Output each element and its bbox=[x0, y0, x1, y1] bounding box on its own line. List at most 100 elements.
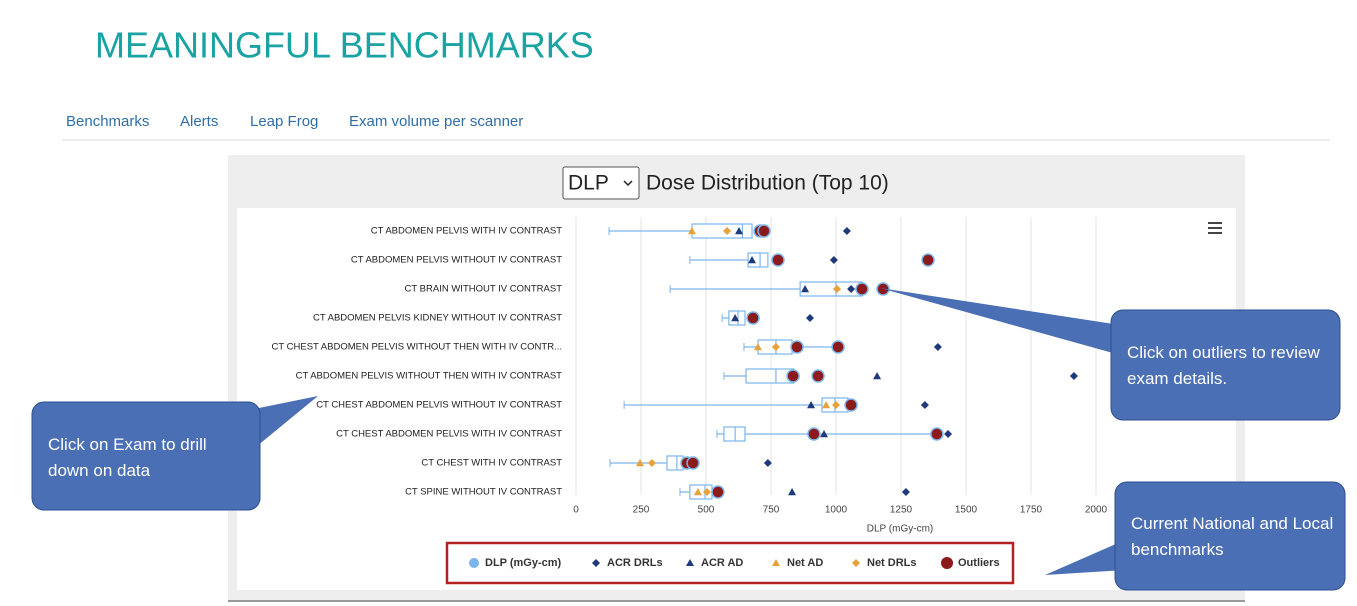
callout-text: Click on Exam to drill down on data bbox=[48, 435, 207, 480]
dropdown-value[interactable]: DLP bbox=[568, 172, 609, 195]
legend-symbol bbox=[469, 558, 479, 568]
marker bbox=[731, 314, 740, 322]
legend-box bbox=[445, 541, 1015, 585]
menu-icon[interactable] bbox=[1208, 222, 1222, 234]
marker bbox=[771, 343, 780, 351]
marker bbox=[944, 430, 953, 438]
legend-symbol bbox=[852, 559, 860, 567]
marker bbox=[763, 459, 772, 467]
category-label[interactable]: CT CHEST ABDOMEN PELVIS WITH IV CONTRAST bbox=[336, 429, 562, 440]
box bbox=[747, 252, 769, 268]
category-label[interactable]: CT SPINE WITHOUT IV CONTRAST bbox=[405, 487, 562, 498]
outlier[interactable] bbox=[844, 398, 858, 412]
outlier[interactable] bbox=[921, 253, 935, 267]
marker bbox=[833, 285, 842, 293]
callout-text: Current National and Local benchmarks bbox=[1131, 514, 1334, 559]
category-label[interactable]: CT CHEST WITH IV CONTRAST bbox=[421, 458, 562, 469]
category-label[interactable]: CT ABDOMEN PELVIS WITHOUT IV CONTRAST bbox=[351, 255, 562, 266]
callout-box bbox=[1110, 309, 1341, 421]
legend-symbol bbox=[686, 559, 694, 566]
callout-left bbox=[31, 396, 318, 511]
x-tick-label: 500 bbox=[698, 505, 715, 516]
outlier[interactable] bbox=[831, 340, 845, 354]
marker bbox=[801, 285, 810, 293]
outlier[interactable] bbox=[746, 311, 760, 325]
category-label[interactable]: CT CHEST ABDOMEN PELVIS WITHOUT IV CONTR… bbox=[316, 400, 562, 411]
callout-pointer bbox=[1045, 540, 1125, 575]
x-tick-label: 2000 bbox=[1085, 505, 1108, 516]
box bbox=[691, 223, 753, 239]
outlier[interactable] bbox=[786, 369, 800, 383]
marker bbox=[842, 227, 851, 235]
plot-area bbox=[237, 208, 1236, 590]
tab[interactable]: Leap Frog bbox=[250, 113, 318, 130]
menu-bar[interactable] bbox=[1208, 232, 1222, 234]
marker bbox=[847, 285, 856, 293]
outlier[interactable] bbox=[771, 253, 785, 267]
outlier[interactable] bbox=[807, 427, 821, 441]
legend-label[interactable]: Net AD bbox=[787, 557, 823, 569]
x-tick-label: 250 bbox=[633, 505, 650, 516]
category-label[interactable]: CT CHEST ABDOMEN PELVIS WITHOUT THEN WIT… bbox=[272, 342, 562, 353]
x-tick-label: 1750 bbox=[1020, 505, 1043, 516]
tab[interactable]: Exam volume per scanner bbox=[349, 113, 523, 130]
marker bbox=[832, 401, 840, 409]
marker bbox=[703, 488, 712, 496]
marker bbox=[693, 488, 702, 496]
category-label[interactable]: CT BRAIN WITHOUT IV CONTRAST bbox=[405, 284, 563, 295]
legend-label[interactable]: ACR DRLs bbox=[607, 557, 663, 569]
dropdown[interactable] bbox=[562, 166, 640, 200]
legend-label[interactable]: Net DRLs bbox=[867, 557, 917, 569]
x-tick-label: 1500 bbox=[955, 505, 978, 516]
marker bbox=[635, 459, 644, 467]
menu-bar[interactable] bbox=[1208, 227, 1222, 229]
marker bbox=[788, 488, 797, 496]
x-tick-label: 1250 bbox=[890, 505, 913, 516]
outlier[interactable] bbox=[757, 224, 771, 238]
outlier[interactable] bbox=[876, 282, 890, 296]
marker bbox=[806, 314, 814, 322]
callout-right-bottom bbox=[1045, 481, 1346, 591]
marker bbox=[873, 372, 882, 380]
x-tick-label: 750 bbox=[763, 505, 780, 516]
marker bbox=[723, 227, 732, 235]
legend-symbol bbox=[941, 557, 953, 569]
box bbox=[723, 426, 746, 442]
marker bbox=[901, 488, 910, 496]
legend-label[interactable]: Outliers bbox=[958, 557, 1000, 569]
outlier[interactable] bbox=[811, 369, 825, 383]
outlier[interactable] bbox=[930, 427, 944, 441]
x-tick-label: 1000 bbox=[825, 505, 848, 516]
callout-text: Click on outliers to review exam details… bbox=[1127, 343, 1320, 388]
x-axis-label: DLP (mGy-cm) bbox=[867, 524, 933, 535]
category-label[interactable]: CT ABDOMEN PELVIS WITHOUT THEN WITH IV C… bbox=[296, 371, 563, 382]
chart-title: Dose Distribution (Top 10) bbox=[646, 172, 889, 195]
marker bbox=[687, 227, 696, 235]
dropdown-arrow bbox=[623, 180, 633, 187]
outlier[interactable] bbox=[711, 485, 725, 499]
marker bbox=[748, 256, 757, 264]
legend-label[interactable]: DLP (mGy-cm) bbox=[485, 557, 562, 569]
outlier[interactable] bbox=[790, 340, 804, 354]
legend-label[interactable]: ACR AD bbox=[701, 557, 743, 569]
category-label[interactable]: CT ABDOMEN PELVIS WITH IV CONTRAST bbox=[371, 226, 562, 237]
outlier[interactable] bbox=[686, 456, 700, 470]
tab[interactable]: Benchmarks bbox=[66, 113, 149, 130]
marker bbox=[829, 256, 838, 264]
marker bbox=[647, 459, 656, 467]
marker bbox=[1069, 372, 1078, 380]
callout-right-top bbox=[880, 288, 1341, 421]
menu-bar[interactable] bbox=[1208, 222, 1222, 224]
legend-symbol bbox=[592, 559, 600, 567]
marker bbox=[735, 227, 744, 235]
outlier[interactable] bbox=[855, 282, 869, 296]
marker bbox=[822, 401, 831, 409]
callout-box bbox=[31, 401, 261, 511]
page-title: MEANINGFUL BENCHMARKS bbox=[95, 25, 594, 66]
tab[interactable]: Alerts bbox=[180, 113, 218, 130]
marker bbox=[754, 343, 762, 351]
category-label[interactable]: CT ABDOMEN PELVIS KIDNEY WITHOUT IV CONT… bbox=[313, 313, 562, 324]
marker bbox=[820, 430, 829, 438]
